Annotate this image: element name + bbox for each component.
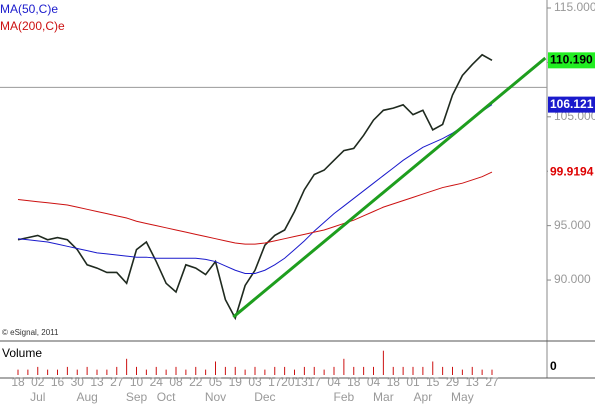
x-tick-label: 05 (209, 375, 223, 389)
last-value-label: 110.190 (550, 53, 593, 67)
month-label: May (451, 390, 474, 404)
x-tick-label: 17 (308, 375, 322, 389)
legend-entry: MA(50,C)e (0, 2, 58, 16)
ma-line (17, 104, 493, 275)
trendline (232, 56, 547, 319)
month-label: Feb (334, 390, 355, 404)
price-line (17, 53, 493, 321)
month-label: Aug (76, 390, 97, 404)
x-tick-label: 10 (130, 375, 144, 389)
volume-zero-box (548, 359, 558, 375)
x-tick-label: 22 (189, 375, 203, 389)
x-tick-label: 15 (426, 375, 440, 389)
y-tick-label: 0 (550, 359, 557, 373)
month-label: Oct (157, 390, 176, 404)
x-tick-label: 13 (90, 375, 104, 389)
x-tick-label: 03 (248, 375, 262, 389)
copyright: © eSignal, 2011 (2, 328, 59, 337)
last-value-box (548, 52, 595, 69)
x-tick-label: 02 (31, 375, 45, 389)
x-tick-label: 29 (446, 375, 460, 389)
x-tick-label: 18 (387, 375, 401, 389)
x-tick-label: 13 (466, 375, 480, 389)
x-tick-label: 19 (229, 375, 243, 389)
x-tick-label: 27 (485, 375, 499, 389)
month-label: Sep (126, 390, 148, 404)
last-value-label: 106.121 (550, 97, 594, 111)
x-tick-label: 27 (110, 375, 124, 389)
last-value-box (548, 96, 595, 113)
x-tick-label: 04 (327, 375, 341, 389)
last-value-box (548, 164, 595, 181)
ma-line (17, 171, 493, 245)
x-tick-label: 16 (51, 375, 65, 389)
x-tick-label: 17 (268, 375, 282, 389)
month-label: Jul (30, 390, 45, 404)
x-tick-label: 04 (367, 375, 381, 389)
volume-title: Volume (2, 346, 42, 360)
last-value-label: 99.9194 (550, 164, 594, 178)
month-label: Nov (205, 390, 226, 404)
month-label: Dec (254, 390, 275, 404)
x-tick-label: 2013 (281, 375, 308, 389)
month-label: Apr (414, 390, 433, 404)
y-tick-label: 90.000 (554, 272, 591, 286)
x-tick-label: 24 (150, 375, 164, 389)
x-tick-label: 18 (347, 375, 361, 389)
y-tick-label: 95.000 (554, 218, 591, 232)
x-tick-label: 08 (169, 375, 183, 389)
legend-entry: MA(200,C)e (0, 19, 65, 33)
y-tick-label: 115.000 (554, 0, 595, 14)
month-label: Mar (373, 390, 394, 404)
x-tick-label: 18 (11, 375, 25, 389)
x-tick-label: 01 (406, 375, 420, 389)
x-tick-label: 30 (71, 375, 85, 389)
